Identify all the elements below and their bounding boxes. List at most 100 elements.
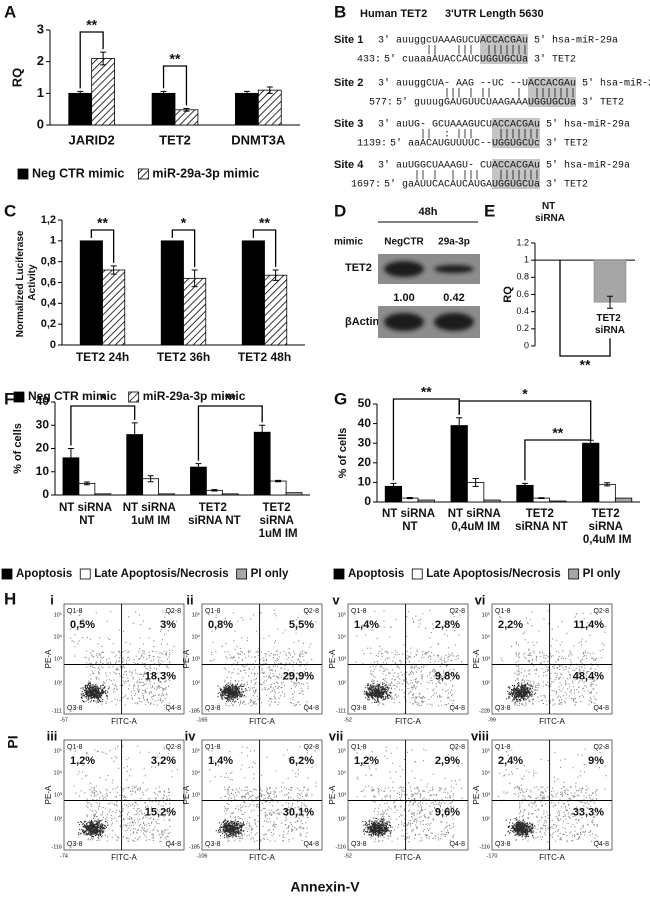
blot-band <box>384 313 424 331</box>
y-axis-title: % of cells <box>337 428 349 479</box>
decade-tick-label: 10³ <box>482 792 490 798</box>
quadrant-label: Q4-8 <box>303 841 319 848</box>
legend-swatch <box>1 568 13 580</box>
quantification: 0.42 <box>443 292 464 304</box>
error-bar <box>211 489 218 492</box>
x-axis-label: FITC-A <box>249 717 275 726</box>
y-tick-label: 0,8 <box>41 256 56 268</box>
legend-swatch <box>236 568 248 580</box>
q2-percent: 9% <box>588 755 604 767</box>
significance-label: * <box>100 391 106 407</box>
quadrant-label: Q2-8 <box>303 744 319 751</box>
error-bar <box>147 475 154 483</box>
bar <box>582 442 600 503</box>
q2-percent: 2,9% <box>435 755 460 767</box>
category-label: NT siRNA <box>535 201 565 224</box>
seed-highlight <box>492 159 540 189</box>
q2-percent: 3,2% <box>151 755 176 767</box>
mirna-sequence: 3' auuggCUA- AAG --UC --UACCACGAu 5' hsa… <box>378 78 650 90</box>
site-name: Site 4 <box>334 159 364 171</box>
x-axis-label: FITC-A <box>249 853 275 862</box>
y-tick-label: 0 <box>364 494 371 508</box>
q1-percent: 2,4% <box>498 755 523 767</box>
q4-percent: 30,1% <box>283 807 314 819</box>
y-min-label: -185 <box>189 708 200 714</box>
y-axis-title: Normalized Luciferase Activity <box>15 228 38 337</box>
bar <box>221 493 239 496</box>
quadrant-label: Q1-8 <box>67 608 83 615</box>
pairing: || | | ||| ||||||| <box>414 170 540 182</box>
significance-bracket <box>79 31 104 89</box>
y-tick-label: 0 <box>37 116 44 131</box>
y-tick-label: 0,2 <box>41 318 56 330</box>
bar <box>241 240 265 346</box>
quadrant-label: Q4-8 <box>303 705 319 712</box>
y-axis-label: PE-A <box>182 785 191 804</box>
scatter-core <box>504 817 536 838</box>
error-bar <box>259 424 266 440</box>
x-min-label: -170 <box>486 853 497 859</box>
decade-tick-label: 10⁴ <box>338 633 347 640</box>
decade-tick-label: 10⁵ <box>338 747 346 754</box>
y-tick-label: 0 <box>524 340 529 350</box>
decade-tick-label: 10⁵ <box>54 747 62 754</box>
lane-label: NegCTR <box>384 237 424 248</box>
decade-tick-label: 10³ <box>192 792 200 798</box>
quadrant-label: Q3-8 <box>351 841 367 848</box>
scatter-cloud <box>354 746 463 843</box>
blot-name: βActin <box>345 316 379 328</box>
scatter-core <box>215 819 245 838</box>
y-tick-label: 1 <box>50 235 56 247</box>
utr-position: 577: <box>369 98 393 109</box>
site-name: Site 1 <box>334 34 363 46</box>
x-min-label: -99 <box>488 717 496 723</box>
x-axis-label: FITC-A <box>111 717 137 726</box>
significance-label: ** <box>170 51 181 67</box>
decade-tick-label: 10² <box>54 817 62 823</box>
decade-tick-label: 10² <box>482 681 490 687</box>
panel-label: F <box>4 389 14 408</box>
y-tick-label: 10 <box>358 475 372 489</box>
quadrant-label: Q4-8 <box>165 705 181 712</box>
quadrant-label: Q1-8 <box>351 744 367 751</box>
y-min-label: -111 <box>336 708 346 714</box>
x-min-label: -52 <box>344 717 352 723</box>
y-tick-label: 2 <box>37 53 44 68</box>
x-axis-label: FITC-A <box>395 853 421 862</box>
decade-tick-label: 10² <box>54 681 62 687</box>
decade-tick-label: 10⁵ <box>192 611 200 618</box>
y-axis-label: PE-A <box>472 785 481 804</box>
significance-bracket <box>171 229 196 267</box>
panel-label: D <box>334 201 346 220</box>
quadrant-label: Q2-8 <box>593 744 609 751</box>
scatter-core <box>80 682 109 703</box>
q2-percent: 11,4% <box>573 619 604 631</box>
x-axis-label: FITC-A <box>111 853 137 862</box>
site-name: Site 3 <box>334 118 363 130</box>
panel-label: E <box>484 201 495 220</box>
bar <box>417 499 435 503</box>
y-tick-label: 1,2 <box>41 214 56 226</box>
error-bar <box>521 482 528 488</box>
plot-id: v <box>332 592 340 607</box>
panel-label: C <box>4 201 16 220</box>
q4-percent: 33,3% <box>573 807 604 819</box>
quadrant-label: Q2-8 <box>449 608 465 615</box>
mirna-sequence: 3' auUG- GCUAAAGUCUACCACGAu 5' hsa-miR-2… <box>378 119 630 131</box>
decade-tick-label: 10³ <box>482 656 490 662</box>
x-tick-label: TET2 48h <box>238 350 291 364</box>
quadrant-label: Q3-8 <box>351 705 367 712</box>
bar <box>174 109 199 126</box>
y-tick-label: 40 <box>358 416 372 430</box>
bar <box>79 240 103 346</box>
pairing: ||| | || | ||||||| <box>444 88 576 100</box>
quadrant-label: Q2-8 <box>165 608 181 615</box>
error-bar <box>266 86 273 94</box>
x-tick-label: TET2 <box>159 132 191 147</box>
quadrant-label: Q3-8 <box>495 841 511 848</box>
significance-bracket <box>524 437 592 481</box>
quadrant-label: Q2-8 <box>449 744 465 751</box>
y-tick-label: 20 <box>36 441 50 455</box>
y-tick-label: 1.2 <box>516 237 529 247</box>
utr-position: 1139: <box>357 139 387 150</box>
